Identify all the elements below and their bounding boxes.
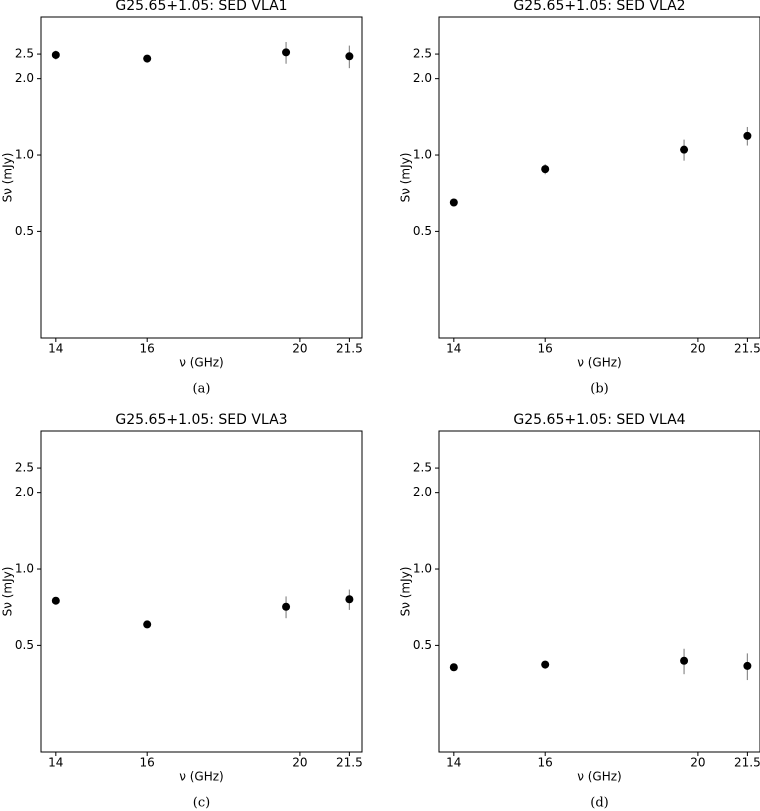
y-axis-label: Sν (mJy)	[1, 153, 15, 203]
x-tick-label: 14	[48, 756, 63, 770]
y-tick-label: 0.5	[15, 638, 34, 652]
marker	[743, 661, 752, 670]
marker	[541, 660, 550, 669]
y-axis-label: Sν (mJy)	[1, 567, 15, 617]
x-tick-label: 20	[690, 756, 705, 770]
caption: (b)	[590, 382, 608, 397]
plot-frame	[438, 16, 760, 339]
x-tick-label: 20	[690, 342, 705, 356]
x-tick-label: 16	[140, 342, 155, 356]
y-tick-label: 0.5	[413, 224, 432, 238]
marker	[743, 131, 752, 140]
x-tick-label: 21.5	[734, 756, 760, 770]
marker	[51, 50, 60, 59]
y-tick-label: 2.5	[413, 47, 432, 61]
y-tick-label: 1.0	[15, 562, 34, 576]
x-tick-label: 16	[140, 756, 155, 770]
x-tick-label: 21.5	[734, 342, 760, 356]
chart-title: G25.65+1.05: SED VLA3	[115, 412, 287, 428]
y-tick-label: 1.0	[413, 562, 432, 576]
chart-title: G25.65+1.05: SED VLA1	[115, 0, 287, 14]
x-axis-label: ν (GHz)	[179, 356, 224, 370]
caption: (c)	[193, 796, 210, 811]
x-tick-label: 16	[538, 756, 553, 770]
x-tick-label: 14	[446, 756, 461, 770]
y-tick-label: 2.0	[15, 71, 34, 85]
y-axis-label: Sν (mJy)	[399, 567, 413, 617]
plot-frame	[40, 16, 363, 339]
x-tick-label: 16	[538, 342, 553, 356]
y-tick-label: 0.5	[413, 638, 432, 652]
x-tick-label: 14	[446, 342, 461, 356]
marker	[282, 602, 291, 611]
y-tick-label: 2.0	[413, 71, 432, 85]
plot-frame	[40, 430, 363, 753]
x-tick-label: 14	[48, 342, 63, 356]
y-tick-label: 2.0	[15, 485, 34, 499]
x-tick-label: 21.5	[336, 342, 363, 356]
y-tick-label: 0.5	[15, 224, 34, 238]
x-axis-label: ν (GHz)	[577, 356, 622, 370]
x-tick-label: 20	[292, 756, 307, 770]
chart-title: G25.65+1.05: SED VLA4	[513, 412, 685, 428]
marker	[680, 145, 689, 154]
marker	[449, 663, 458, 672]
y-tick-label: 2.5	[413, 461, 432, 475]
marker	[282, 48, 291, 57]
marker	[449, 198, 458, 207]
y-tick-label: 2.5	[15, 47, 34, 61]
marker	[143, 620, 152, 629]
y-tick-label: 1.0	[15, 148, 34, 162]
marker	[143, 54, 152, 63]
marker	[541, 165, 550, 174]
y-tick-label: 2.5	[15, 461, 34, 475]
x-tick-label: 21.5	[336, 756, 363, 770]
x-tick-label: 20	[292, 342, 307, 356]
marker	[680, 656, 689, 665]
chart-title: G25.65+1.05: SED VLA2	[513, 0, 685, 14]
x-axis-label: ν (GHz)	[179, 770, 224, 784]
marker	[51, 596, 60, 605]
caption: (d)	[590, 796, 608, 811]
marker	[345, 52, 354, 61]
marker	[345, 595, 354, 604]
x-axis-label: ν (GHz)	[577, 770, 622, 784]
plot-frame	[438, 430, 760, 753]
y-tick-label: 2.0	[413, 485, 432, 499]
y-axis-label: Sν (mJy)	[399, 153, 413, 203]
y-tick-label: 1.0	[413, 148, 432, 162]
caption: (a)	[193, 382, 211, 397]
